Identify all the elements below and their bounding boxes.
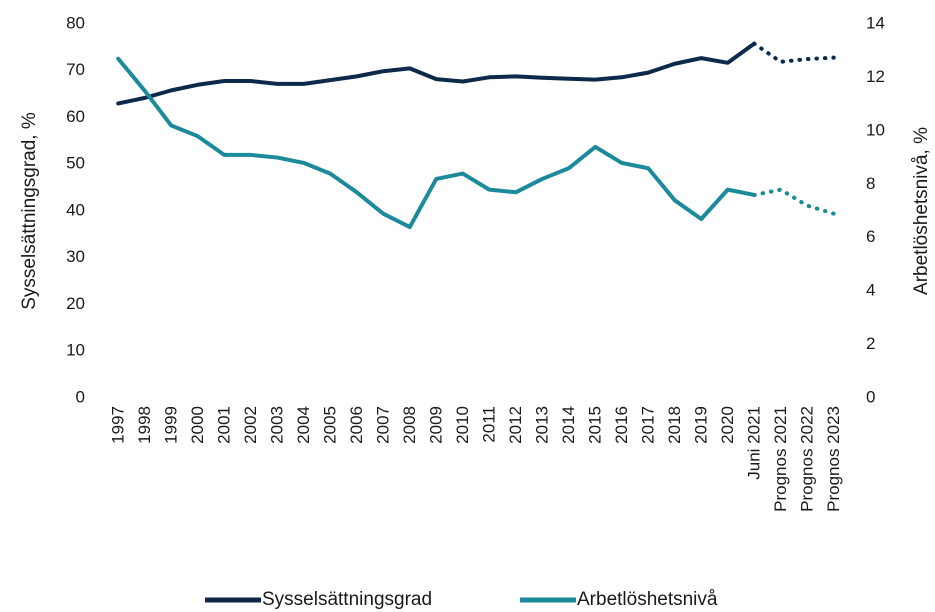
y2-axis-title: Arbetlöshetsnivå, % (911, 127, 932, 295)
x-tick-label: 2008 (400, 406, 419, 444)
x-tick-label: 2006 (347, 406, 366, 444)
y2-tick-label: 12 (866, 67, 885, 86)
forecast-line (752, 41, 836, 64)
y-tick-label: 80 (66, 13, 85, 32)
x-tick-label: Prognos 2023 (824, 406, 843, 512)
y2-tick-label: 14 (866, 13, 885, 32)
x-tick-label: Juni 2021 (745, 406, 764, 480)
y-tick-label: 0 (76, 387, 85, 406)
x-tick-label: 1998 (135, 406, 154, 444)
y-tick-label: 40 (66, 200, 85, 219)
x-tick-label: 2004 (294, 406, 313, 444)
legend-item: Arbetlöshetsnivå (520, 589, 718, 610)
x-tick-label: 1999 (162, 406, 181, 444)
x-tick-label: Prognos 2022 (798, 406, 817, 512)
x-tick-label: 2009 (427, 406, 446, 444)
x-tick-label: Prognos 2021 (771, 406, 790, 512)
x-tick-label: 2013 (533, 406, 552, 444)
y2-tick-label: 4 (866, 281, 875, 300)
series-line (116, 56, 757, 230)
y-tick-label: 10 (66, 341, 85, 360)
y-tick-label: 50 (66, 154, 85, 173)
x-tick-label: 2010 (453, 406, 472, 444)
x-tick-label: 1997 (109, 406, 128, 444)
x-tick-label: 2001 (215, 406, 234, 444)
forecast-line (752, 187, 836, 216)
y2-tick-label: 6 (866, 227, 875, 246)
y2-tick-label: 2 (866, 334, 875, 353)
x-tick-label: 2000 (188, 406, 207, 444)
x-tick-label: 2020 (718, 406, 737, 444)
x-tick-label: 2017 (639, 406, 658, 444)
y-tick-label: 30 (66, 247, 85, 266)
y-tick-label: 70 (66, 60, 85, 79)
legend-item: Sysselsättningsgrad (205, 589, 432, 610)
y2-tick-label: 0 (866, 387, 875, 406)
x-tick-label: 2003 (268, 406, 287, 444)
x-tick-label: 2005 (321, 406, 340, 444)
x-tick-label: 2007 (374, 406, 393, 444)
x-tick-label: 2016 (612, 406, 631, 444)
y2-tick-label: 10 (866, 120, 885, 139)
legend-text: Arbetlöshetsnivå (577, 589, 718, 610)
y-tick-label: 20 (66, 294, 85, 313)
x-tick-label: 2002 (241, 406, 260, 444)
legend-text: Sysselsättningsgrad (262, 589, 432, 610)
series-line (116, 41, 757, 106)
x-tick-label: 2014 (559, 406, 578, 444)
y2-tick-label: 8 (866, 174, 875, 193)
y-axis-title: Sysselsättningsgrad, % (19, 112, 40, 310)
x-tick-label: 2015 (586, 406, 605, 444)
x-tick-label: 2018 (665, 406, 684, 444)
y-tick-label: 60 (66, 107, 85, 126)
x-tick-label: 2011 (480, 406, 499, 443)
x-tick-label: 2012 (506, 406, 525, 444)
x-tick-label: 2019 (692, 406, 711, 444)
